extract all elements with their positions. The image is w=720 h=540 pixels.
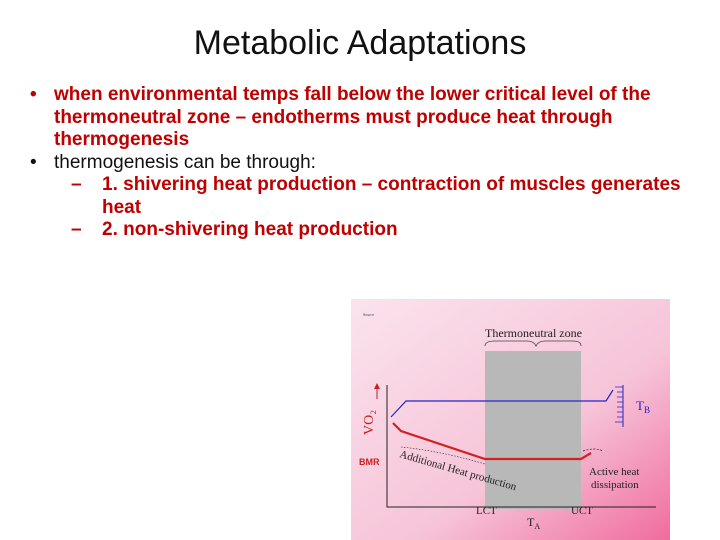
bullet-2: • thermogenesis can be through: [30,152,690,175]
subbullet-text: 2. non-shivering heat production [102,219,398,240]
corner-label: Source [363,312,374,317]
bullet-1: • when environmental temps fall below th… [30,84,690,152]
subbullet-text: 1. shivering heat production – contracti… [102,174,681,218]
zone-brace [484,340,582,348]
subbullet-marker: – [71,219,82,240]
zone-label: Thermoneutral zone [485,326,582,340]
slide-body: • when environmental temps fall below th… [30,84,690,242]
y-axis-label: VO₂ [362,410,377,435]
dotted-arc [582,448,604,452]
uct-label: UCT [571,505,593,517]
lct-label: LCT [476,505,497,517]
axes [386,385,656,508]
body-temperature-line [390,389,614,418]
bmr-label: BMR [359,457,380,467]
thermoneutral-zone-figure: Source Thermoneutral zone VO₂ TB BMR Add… [351,299,670,540]
y-axis-arrowhead [374,383,380,389]
tb-label: TB [636,398,650,415]
slide-title: Metabolic Adaptations [193,24,527,62]
active-heat-label-2: dissipation [591,479,639,491]
subbullet-1: – 1. shivering heat production – contrac… [30,174,690,219]
subbullet-marker: – [71,174,82,195]
active-heat-label: Active heat [589,466,639,478]
tb-ticks [615,386,623,423]
ta-label: TA [527,515,540,531]
thermoneutral-zone-band [485,351,581,509]
bullet-marker: • [30,151,37,173]
bullet-text: thermogenesis can be through: [54,151,316,173]
bullet-text: when environmental temps fall below the … [54,84,651,150]
bullet-marker: • [30,84,37,105]
metabolic-rate-line [392,422,592,461]
subbullet-2: – 2. non-shivering heat production [30,219,690,242]
